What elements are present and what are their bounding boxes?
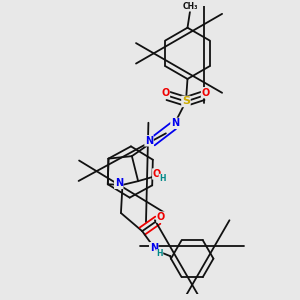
Text: O: O <box>161 88 170 98</box>
Text: H: H <box>159 174 165 183</box>
Text: O: O <box>202 88 210 98</box>
Text: O: O <box>153 169 161 179</box>
Text: N: N <box>171 118 179 128</box>
Text: O: O <box>157 212 165 222</box>
Text: N: N <box>115 178 123 188</box>
Text: N: N <box>150 243 158 253</box>
Text: N: N <box>145 136 153 146</box>
Text: CH₃: CH₃ <box>183 2 198 11</box>
Text: S: S <box>182 97 190 106</box>
Text: H: H <box>156 250 163 259</box>
